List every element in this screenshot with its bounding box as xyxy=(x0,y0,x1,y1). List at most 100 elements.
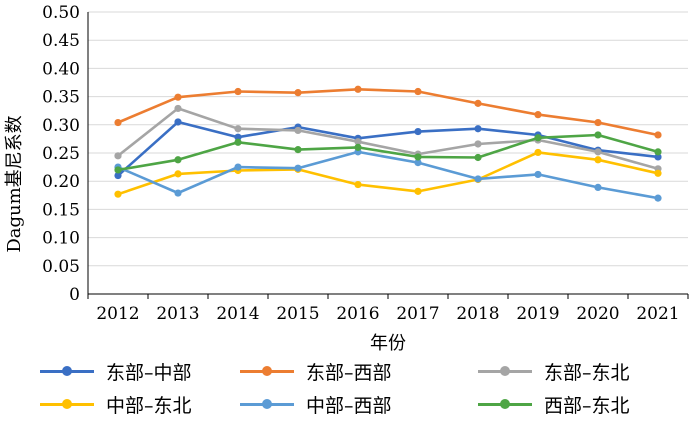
series-line xyxy=(117,120,659,177)
x-axis-title: 年份 xyxy=(370,333,406,354)
series-line xyxy=(117,107,659,171)
data-point xyxy=(294,89,302,97)
data-point xyxy=(654,153,662,161)
data-point xyxy=(414,153,422,161)
data-point xyxy=(534,148,542,157)
legend-label: 西部–东北 xyxy=(544,394,630,417)
legend-swatch xyxy=(478,364,532,378)
legend-label: 中部–西部 xyxy=(306,394,392,417)
x-tick-label: 2020 xyxy=(576,304,619,324)
legend-item: 东部–中部 xyxy=(40,356,192,386)
data-point xyxy=(294,164,302,172)
data-point xyxy=(654,131,662,139)
data-point xyxy=(234,138,242,146)
data-point xyxy=(414,158,422,167)
legend-swatch xyxy=(40,397,94,411)
data-point xyxy=(594,131,602,139)
data-point xyxy=(654,169,662,177)
data-point xyxy=(114,190,122,198)
data-point xyxy=(594,118,602,127)
y-tick-label: 0.10 xyxy=(42,229,80,249)
data-point xyxy=(474,140,482,148)
x-tick-label: 2017 xyxy=(396,304,439,324)
x-tick-label: 2018 xyxy=(456,304,499,324)
data-point xyxy=(114,118,122,127)
data-point xyxy=(174,156,182,164)
data-point xyxy=(654,194,662,202)
y-tick-label: 0.05 xyxy=(42,257,80,277)
legend-item: 东部–西部 xyxy=(240,356,392,386)
data-point xyxy=(594,148,602,156)
data-point xyxy=(114,166,122,174)
data-point xyxy=(294,146,302,154)
y-tick-label: 0.50 xyxy=(42,3,80,23)
legend-label: 东部–西部 xyxy=(306,361,392,384)
data-point xyxy=(594,183,602,192)
data-point xyxy=(234,87,242,96)
data-point xyxy=(534,111,542,119)
series-3 xyxy=(114,104,662,173)
data-point xyxy=(114,152,122,160)
data-point xyxy=(354,138,362,146)
x-tick-label: 2012 xyxy=(96,304,139,324)
data-point xyxy=(534,134,542,142)
series-line xyxy=(117,133,659,172)
data-point xyxy=(474,153,482,162)
data-point xyxy=(234,125,242,133)
x-tick-label: 2021 xyxy=(636,304,679,324)
legend-swatch xyxy=(240,364,294,378)
legend-item: 西部–东北 xyxy=(478,389,630,419)
data-point xyxy=(354,180,362,189)
legend-label: 东部–东北 xyxy=(544,361,630,384)
y-tick-label: 0.20 xyxy=(42,172,80,192)
legend-item: 中部–东北 xyxy=(40,389,192,419)
legend-item: 中部–西部 xyxy=(240,389,392,419)
x-tick-label: 2015 xyxy=(276,304,319,324)
data-point xyxy=(414,87,422,96)
data-point xyxy=(234,133,242,141)
legend-swatch xyxy=(240,397,294,411)
data-point xyxy=(174,170,182,178)
data-point xyxy=(354,143,362,151)
x-tick-label: 2016 xyxy=(336,304,379,324)
legend-item: 东部–东北 xyxy=(478,356,630,386)
series-line xyxy=(117,151,659,196)
y-tick-label: 0.45 xyxy=(42,31,80,51)
series-lines xyxy=(114,85,662,202)
y-tick-label: 0.30 xyxy=(42,116,80,136)
data-point xyxy=(174,118,182,126)
data-point xyxy=(414,187,422,195)
gridlines xyxy=(88,11,688,267)
data-point xyxy=(234,163,242,171)
data-point xyxy=(114,171,122,180)
y-tick-label: 0.35 xyxy=(42,88,80,108)
legend: 东部–中部 东部–西部 东部–东北中部–东北 中部–西部 西部–东北 xyxy=(40,356,680,422)
x-tick-label: 2013 xyxy=(156,304,199,324)
series-line xyxy=(117,88,659,137)
series-line xyxy=(117,150,659,200)
data-point xyxy=(414,127,422,136)
data-point xyxy=(294,126,302,135)
x-tick-label: 2019 xyxy=(516,304,559,324)
data-point xyxy=(474,125,482,133)
data-point xyxy=(654,148,662,156)
legend-swatch xyxy=(40,364,94,378)
data-point xyxy=(474,175,482,183)
series-2 xyxy=(114,85,662,139)
data-point xyxy=(174,104,182,113)
y-tick-labels: 0 0.05 0.10 0.15 0.20 0.25 0.30 0.35 0.40 0.45 0.5… xyxy=(42,3,80,305)
data-point xyxy=(594,156,602,164)
y-tick-label: 0.25 xyxy=(42,144,80,164)
x-tick-labels: 2012 2013 2014 2015 2016 2017 2018 2019 2020 2021 xyxy=(96,304,679,324)
y-axis-title: Dagum基尼系数 xyxy=(4,115,25,252)
line-chart: 0 0.05 0.10 0.15 0.20 0.25 0.30 0.35 0.40 0.45 0.5… xyxy=(4,3,689,354)
legend-label: 东部–中部 xyxy=(106,361,192,384)
y-tick-label: 0 xyxy=(69,285,80,305)
data-point xyxy=(534,170,542,179)
x-tick-label: 2014 xyxy=(216,304,259,324)
data-point xyxy=(474,99,482,107)
data-point xyxy=(354,85,362,93)
legend-label: 中部–东北 xyxy=(106,394,192,417)
axes xyxy=(87,12,689,299)
series-6 xyxy=(114,131,662,174)
